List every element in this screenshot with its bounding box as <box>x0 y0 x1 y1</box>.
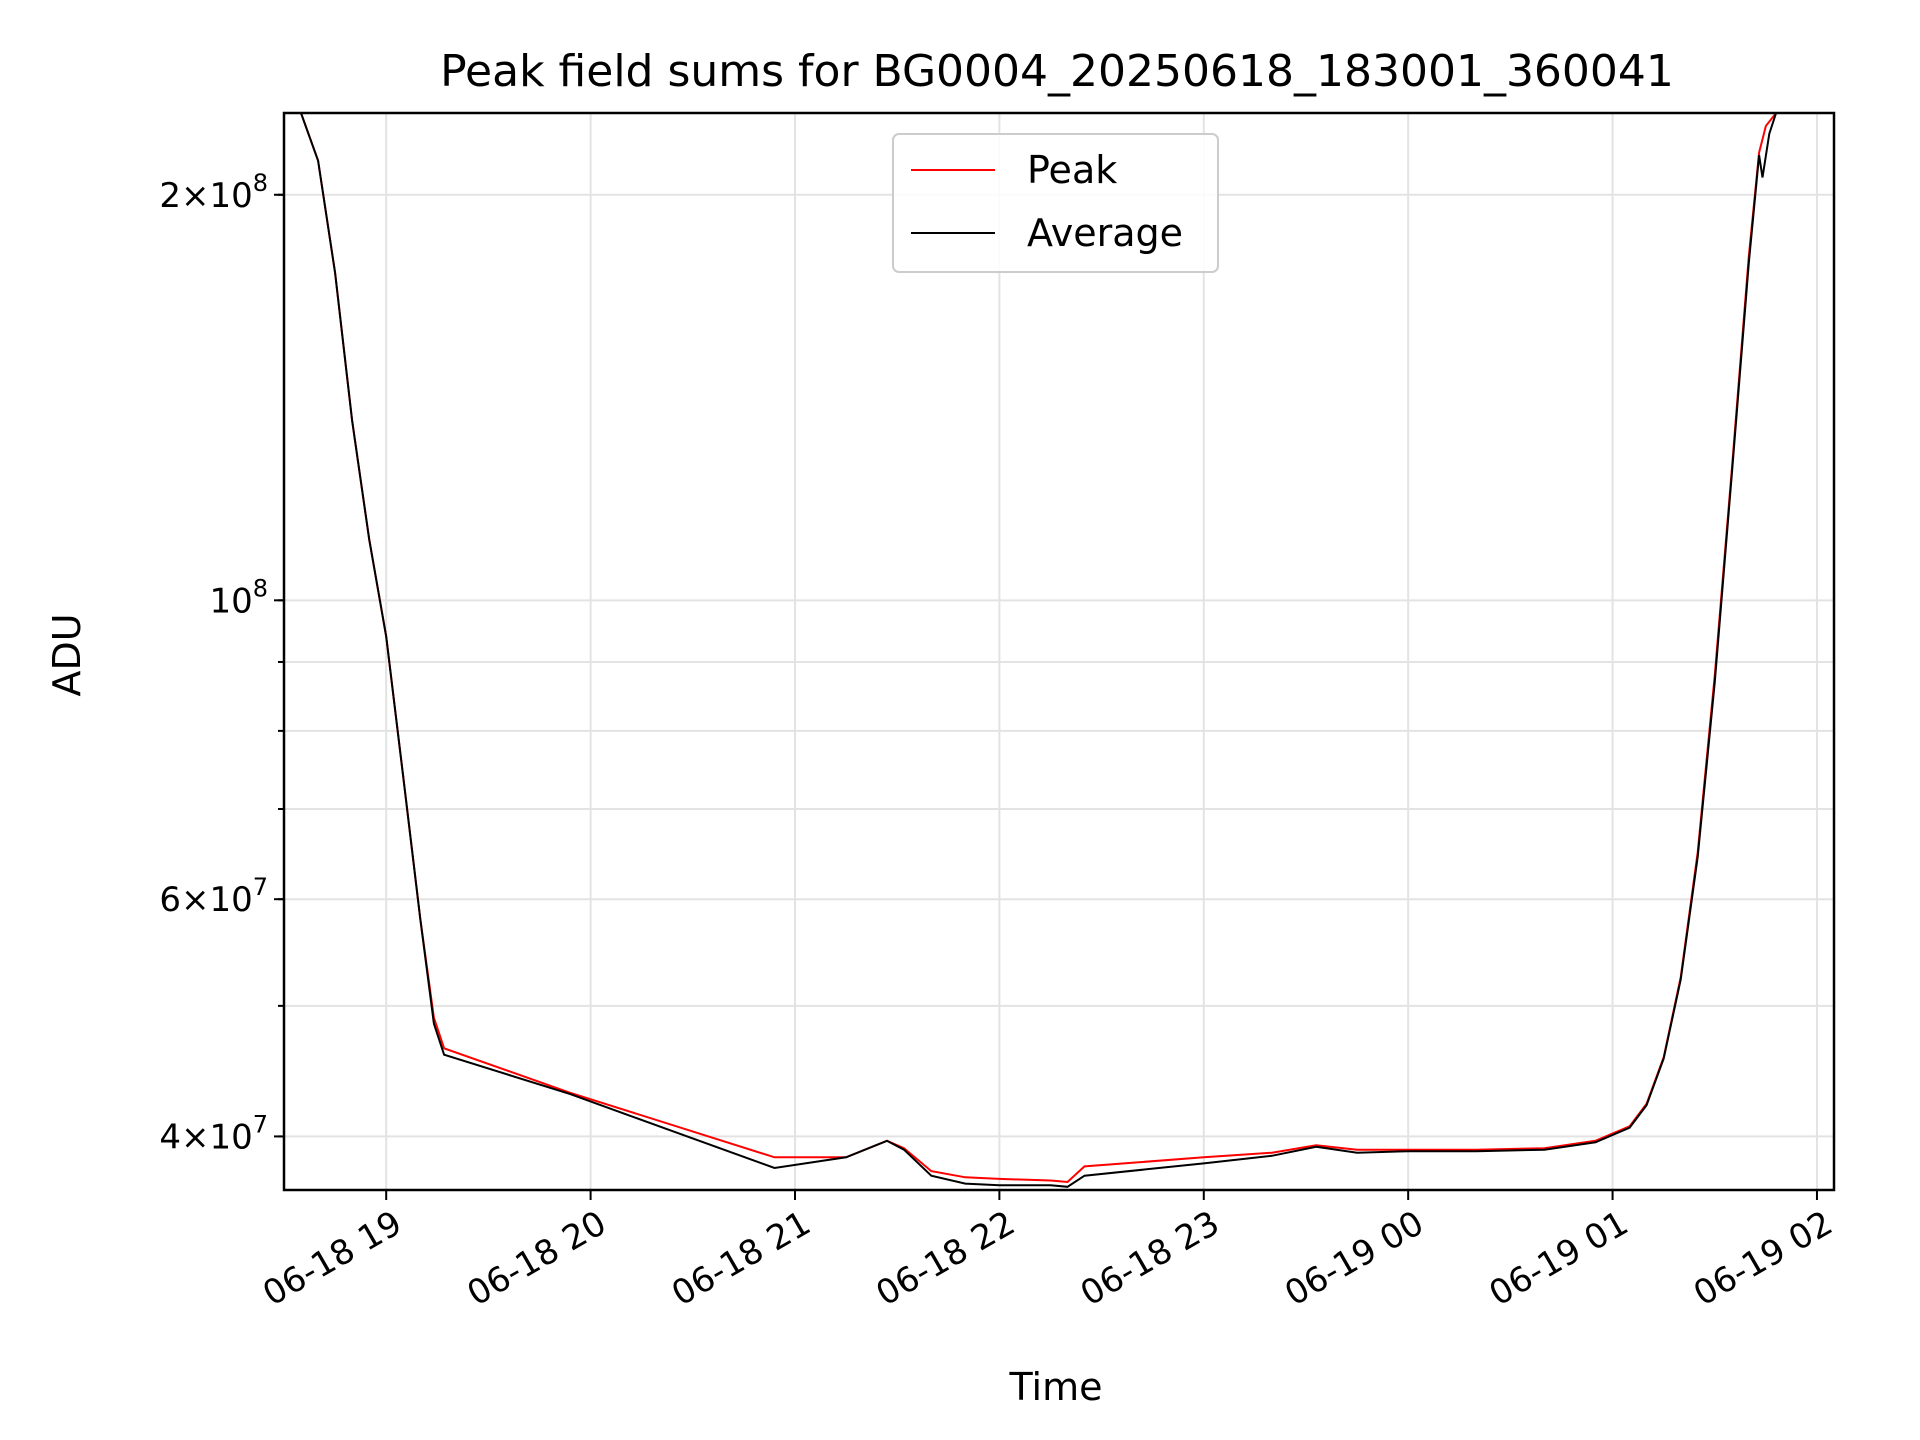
legend-label: Average <box>1027 211 1183 255</box>
chart-title: Peak field sums for BG0004_20250618_1830… <box>440 46 1674 97</box>
y-tick-label: 4×107 <box>159 1110 268 1157</box>
y-tick-label: 6×107 <box>159 873 268 920</box>
y-tick-label: 108 <box>209 574 268 621</box>
legend-box <box>892 133 1219 273</box>
series-line-average <box>284 113 1834 1188</box>
legend-label: Peak <box>1027 148 1117 192</box>
grid <box>284 113 1834 1190</box>
x-axis-label: Time <box>1009 1365 1103 1409</box>
legend: Peak Average <box>892 133 1219 273</box>
y-tick-label: 2×108 <box>159 169 268 216</box>
plot-frame <box>282 111 1836 1192</box>
series-layer <box>284 113 1834 1188</box>
y-axis-label: ADU <box>45 613 89 696</box>
